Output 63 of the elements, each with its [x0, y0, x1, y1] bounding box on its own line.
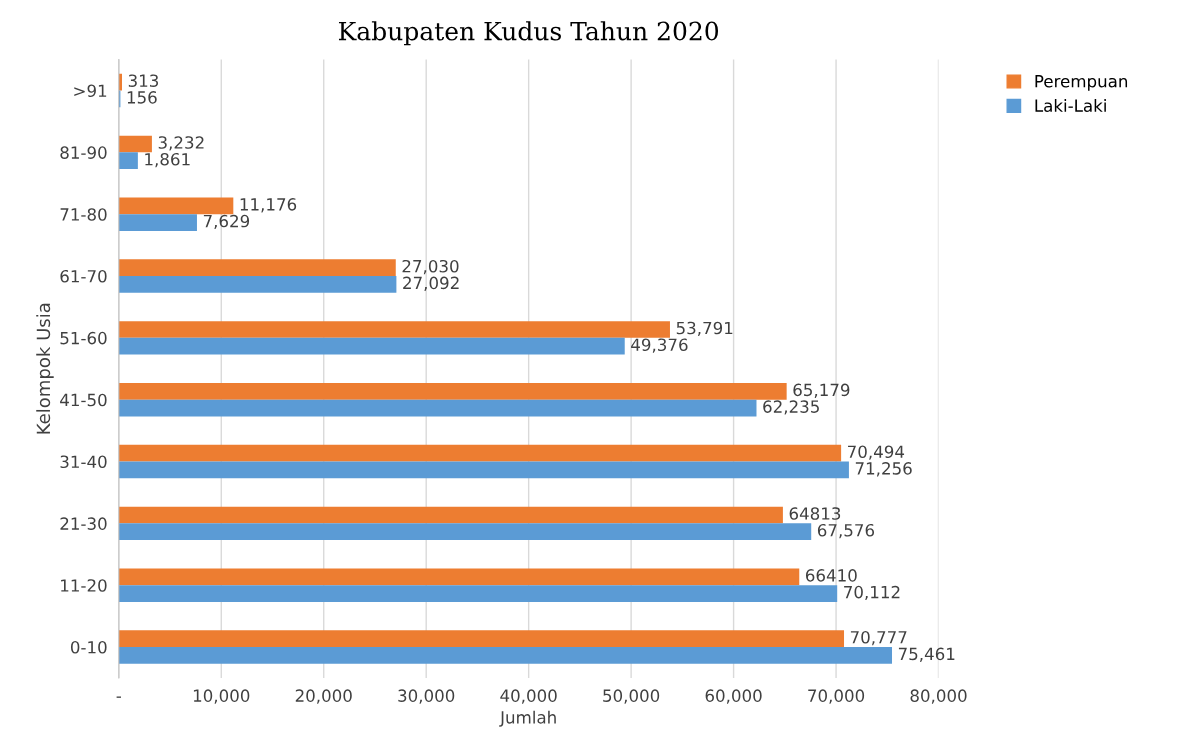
x-tick-label: 50,000 [603, 689, 660, 704]
data-label: 64813 [789, 507, 841, 520]
y-tick-label: 31-40 [60, 455, 107, 469]
bar [118, 152, 138, 170]
x-tick-label: 30,000 [398, 689, 455, 704]
x-tick-label: 70,000 [808, 689, 865, 704]
x-tick-label: 60,000 [705, 689, 762, 704]
y-tick-label: 41-50 [60, 393, 107, 407]
bar [118, 197, 234, 215]
bar [118, 461, 849, 479]
bar [118, 630, 845, 648]
bar [118, 321, 670, 338]
bar [118, 647, 893, 664]
bar [118, 568, 800, 586]
chart-title: Kabupaten Kudus Tahun 2020 [338, 21, 719, 46]
bar [118, 73, 123, 91]
x-tick-label: - [116, 696, 121, 698]
data-label: 75,461 [898, 647, 955, 662]
y-tick-label: 0-10 [70, 640, 107, 654]
data-label: 70,777 [850, 630, 907, 646]
bar [118, 276, 397, 293]
y-tick-label: 71-80 [60, 208, 107, 221]
data-label: 53,791 [676, 321, 733, 337]
x-tick-label: 20,000 [295, 689, 352, 704]
y-tick-label: >91 [74, 84, 107, 98]
y-tick-label: 51-60 [60, 331, 107, 345]
data-label: 1,861 [145, 152, 190, 168]
data-label: 65,179 [793, 383, 850, 398]
data-label: 11,176 [240, 198, 297, 213]
y-axis-title: Kelompok Usia [36, 303, 54, 434]
bar [118, 383, 787, 400]
data-label: 66410 [805, 569, 857, 582]
data-label: 7,629 [203, 214, 250, 230]
y-tick-label: 11-20 [61, 579, 107, 592]
y-tick-label: 21-30 [60, 517, 107, 530]
y-tick-label: 61-70 [60, 269, 107, 283]
data-label: 156 [127, 91, 157, 104]
data-label: 49,376 [631, 338, 688, 353]
data-label: 67,576 [817, 523, 875, 539]
x-tick-label: 10,000 [193, 689, 250, 704]
data-label: 27,030 [402, 259, 459, 275]
bar [118, 259, 396, 277]
bar [118, 399, 757, 417]
bar [118, 585, 838, 602]
bar [118, 506, 783, 524]
bar [118, 523, 812, 541]
data-label: 313 [128, 74, 159, 88]
x-tick-label: 80,000 [910, 689, 967, 704]
bar [118, 444, 842, 462]
bar [118, 337, 625, 355]
x-axis-title: Jumlah [499, 710, 556, 727]
data-label: 27,092 [403, 276, 459, 291]
data-label: 3,232 [158, 136, 204, 151]
x-tick-label: 40,000 [500, 689, 557, 704]
bar [118, 135, 152, 153]
data-label: 71,256 [855, 462, 912, 477]
legend-label: Perempuan [1035, 75, 1128, 91]
y-tick-label: 81-90 [60, 146, 107, 159]
data-label: 62,235 [763, 400, 819, 415]
legend-label: Laki-Laki [1035, 99, 1106, 112]
data-label: 70,112 [844, 585, 900, 601]
bar [118, 214, 197, 231]
data-label: 70,494 [848, 445, 905, 460]
